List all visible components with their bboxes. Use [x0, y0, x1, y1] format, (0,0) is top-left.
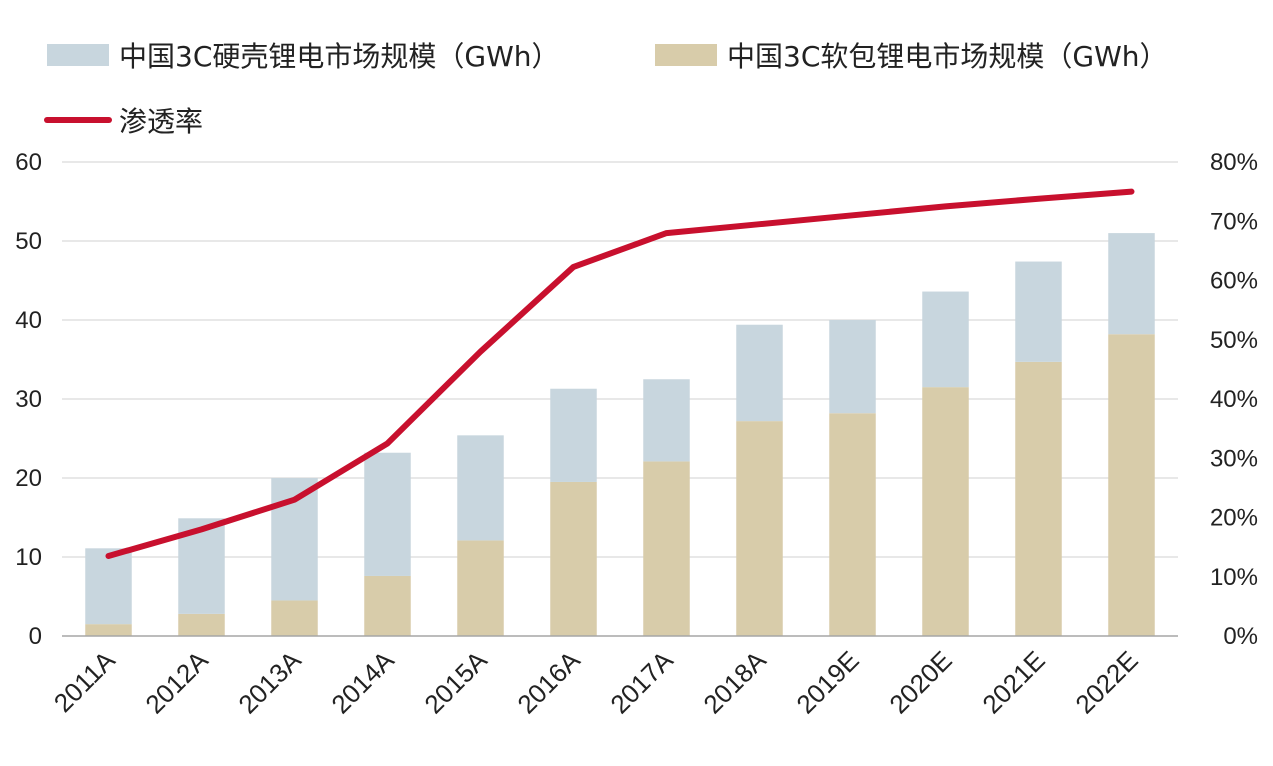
bar-hard-shell	[85, 548, 132, 625]
bars	[85, 233, 1155, 636]
bar-hard-shell	[736, 324, 783, 422]
y-right-tick-label: 0%	[1223, 623, 1258, 650]
legend-item-soft-pack: 中国3C软包锂电市场规模（GWh）	[655, 40, 1168, 73]
bar-soft-pack	[1015, 361, 1062, 636]
y-left-tick-label: 50	[15, 228, 42, 255]
bar-hard-shell	[550, 388, 597, 482]
legend-label: 渗透率	[119, 105, 203, 138]
y-left-tick-label: 60	[15, 149, 42, 176]
bar-soft-pack	[550, 481, 597, 636]
bar-hard-shell	[457, 435, 504, 541]
y-left-tick-label: 40	[15, 307, 42, 334]
y-right-tick-label: 80%	[1210, 149, 1258, 176]
y-right-tick-label: 10%	[1210, 564, 1258, 591]
legend-label: 中国3C软包锂电市场规模（GWh）	[727, 40, 1168, 73]
gridlines	[62, 161, 1178, 558]
y-right-tick-label: 20%	[1210, 505, 1258, 532]
bar-soft-pack	[271, 600, 318, 636]
legend-swatch	[47, 44, 109, 66]
bar-soft-pack	[736, 421, 783, 636]
y-left-tick-label: 0	[29, 623, 42, 650]
penetration-line-layer	[105, 188, 1135, 559]
bar-hard-shell	[364, 452, 411, 576]
legend-item-hard-shell: 中国3C硬壳锂电市场规模（GWh）	[47, 40, 560, 73]
bar-soft-pack	[1108, 334, 1155, 636]
y-right-tick-label: 70%	[1210, 208, 1258, 235]
penetration-line	[105, 188, 1135, 559]
bar-soft-pack	[85, 624, 132, 636]
y-left-tick-label: 20	[15, 465, 42, 492]
y-right-tick-label: 60%	[1210, 268, 1258, 295]
y-right-tick-label: 30%	[1210, 445, 1258, 472]
bar-soft-pack	[829, 413, 876, 636]
bar-soft-pack	[457, 540, 504, 636]
bar-hard-shell	[922, 291, 969, 388]
bar-hard-shell	[1108, 233, 1155, 335]
bar-soft-pack	[178, 613, 225, 636]
legend: 中国3C硬壳锂电市场规模（GWh） 中国3C软包锂电市场规模（GWh） 渗透率	[44, 40, 1168, 138]
y-left-tick-label: 30	[15, 386, 42, 413]
legend-swatch	[655, 44, 717, 66]
bar-hard-shell	[643, 379, 690, 462]
y-left-tick-label: 10	[15, 544, 42, 571]
bar-hard-shell	[829, 320, 876, 414]
bar-soft-pack	[922, 387, 969, 636]
y-right-tick-label: 50%	[1210, 327, 1258, 354]
bar-hard-shell	[1015, 261, 1062, 362]
legend-label: 中国3C硬壳锂电市场规模（GWh）	[119, 40, 560, 73]
bar-soft-pack	[643, 461, 690, 636]
bar-soft-pack	[364, 575, 411, 636]
legend-item-penetration: 渗透率	[44, 105, 203, 138]
y-right-tick-label: 40%	[1210, 386, 1258, 413]
